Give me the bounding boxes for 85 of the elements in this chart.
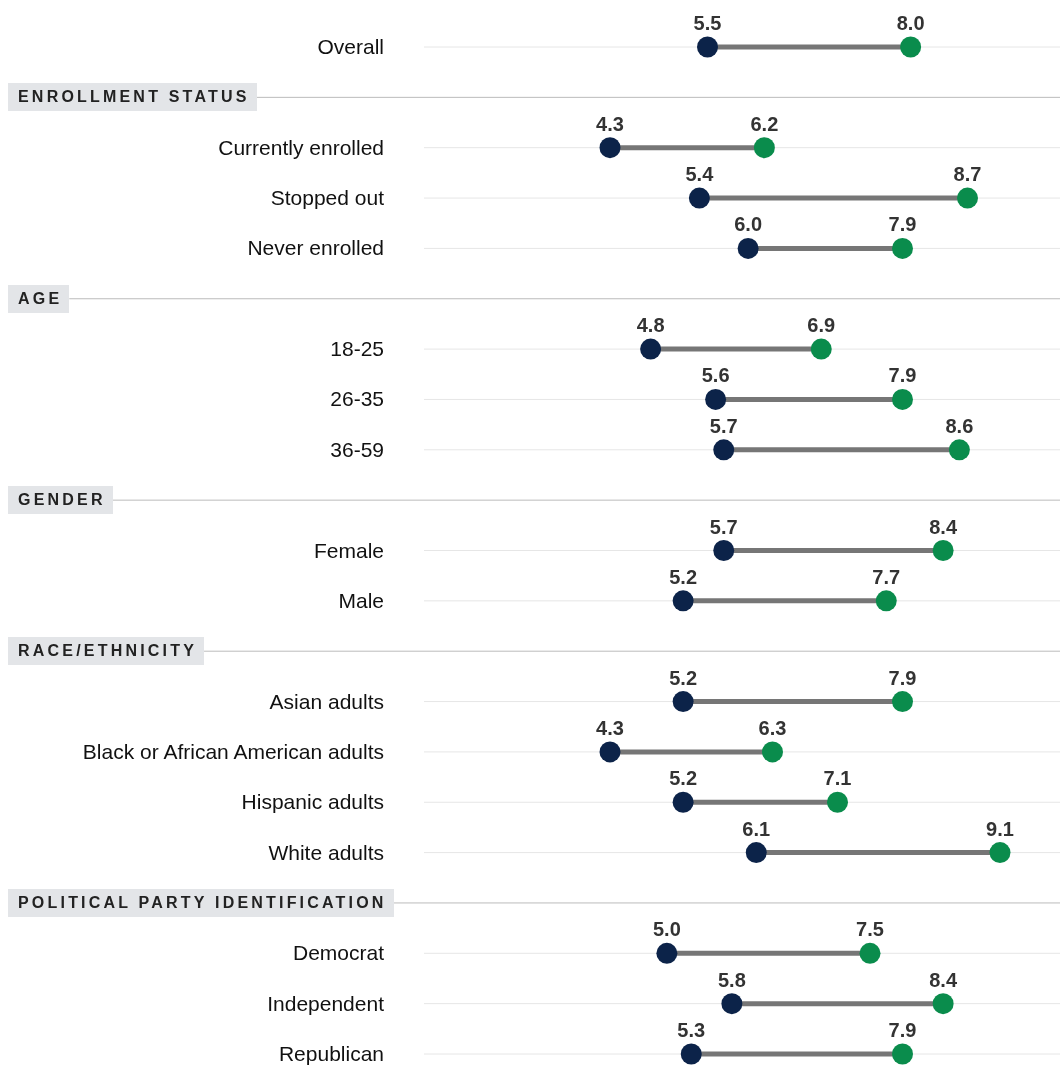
point — [753, 137, 775, 159]
point — [737, 237, 759, 259]
y-tick-label: Female — [313, 538, 384, 562]
data-label: 8.4 — [929, 515, 958, 538]
y-tick-label: Hispanic adults — [241, 790, 384, 814]
data-label: 8.4 — [929, 968, 958, 991]
data-label: 5.6 — [701, 364, 730, 387]
text: GENDER — [8, 486, 113, 515]
data-label: 5.2 — [669, 767, 698, 790]
text: AGE — [8, 284, 70, 313]
y-tick-label: Republican — [278, 1042, 384, 1065]
data-label: 7.9 — [888, 1019, 917, 1041]
y-tick-label: 36-59 — [330, 437, 384, 461]
point — [892, 1043, 913, 1065]
data-label: 5.0 — [652, 918, 681, 941]
y-tick-label: Overall — [317, 35, 384, 58]
data-label: 5.4 — [685, 163, 715, 186]
data-label: 6.0 — [734, 213, 763, 236]
y-tick-label: Asian adults — [269, 689, 384, 713]
data-label: 9.1 — [986, 817, 1014, 840]
data-label: 6.3 — [758, 716, 787, 739]
point — [900, 36, 922, 58]
point — [721, 993, 743, 1015]
y-tick-label: Never enrolled — [247, 236, 384, 260]
data-label: 7.7 — [872, 565, 901, 588]
text: RACE/ETHNICITY — [8, 637, 205, 666]
data-label: 7.5 — [856, 918, 884, 941]
y-tick-label: 26-35 — [330, 387, 384, 411]
point — [705, 388, 727, 410]
y-tick-label: Independent — [267, 991, 385, 1015]
point — [697, 36, 718, 58]
data-label: 8.7 — [953, 163, 982, 186]
data-label: 4.3 — [596, 716, 624, 739]
data-label: 5.5 — [693, 12, 722, 34]
data-label: 5.2 — [669, 666, 698, 689]
data-label: 5.7 — [709, 414, 738, 437]
data-label: 5.8 — [717, 968, 746, 991]
point — [948, 439, 970, 461]
data-label: 4.8 — [636, 314, 665, 337]
point — [656, 942, 678, 964]
point — [672, 590, 694, 612]
y-tick-label: Democrat — [292, 941, 385, 965]
y-tick-label: 18-25 — [330, 337, 384, 361]
data-label: 8.6 — [945, 414, 974, 437]
data-label: 5.7 — [709, 515, 738, 538]
y-tick-label: Black or African American adults — [82, 739, 384, 763]
point — [599, 741, 621, 763]
point — [892, 237, 913, 259]
point — [599, 137, 621, 159]
point — [745, 842, 767, 864]
data-label: 6.2 — [750, 112, 779, 135]
point — [892, 388, 913, 410]
point — [989, 842, 1011, 864]
text: POLITICAL PARTY IDENTIFICATION — [8, 888, 394, 917]
point — [713, 439, 735, 461]
data-label: 5.3 — [677, 1019, 706, 1041]
y-tick-label: Stopped out — [270, 186, 385, 210]
point — [810, 338, 832, 360]
point — [688, 187, 710, 209]
point — [713, 540, 735, 561]
data-label: 7.9 — [888, 364, 917, 387]
point — [672, 691, 694, 713]
data-label: 7.9 — [888, 666, 917, 689]
point — [640, 338, 662, 360]
point — [875, 590, 897, 612]
point — [672, 791, 694, 813]
data-label: 6.9 — [807, 314, 836, 337]
data-label: 5.2 — [669, 565, 698, 588]
y-tick-label: Male — [338, 588, 384, 612]
point — [859, 942, 881, 964]
y-tick-label: White adults — [268, 840, 384, 864]
data-label: 4.3 — [596, 112, 624, 135]
data-label: 8.0 — [896, 12, 925, 34]
point — [957, 187, 978, 209]
point — [932, 993, 954, 1015]
point — [932, 540, 954, 561]
text: ENROLLMENT STATUS — [8, 83, 257, 112]
data-label: 6.1 — [742, 817, 771, 840]
point — [892, 691, 913, 713]
data-label: 7.1 — [823, 767, 852, 790]
point — [762, 741, 783, 763]
point — [827, 791, 848, 813]
data-label: 7.9 — [888, 213, 917, 236]
point — [680, 1043, 702, 1065]
y-tick-label: Currently enrolled — [218, 135, 384, 159]
